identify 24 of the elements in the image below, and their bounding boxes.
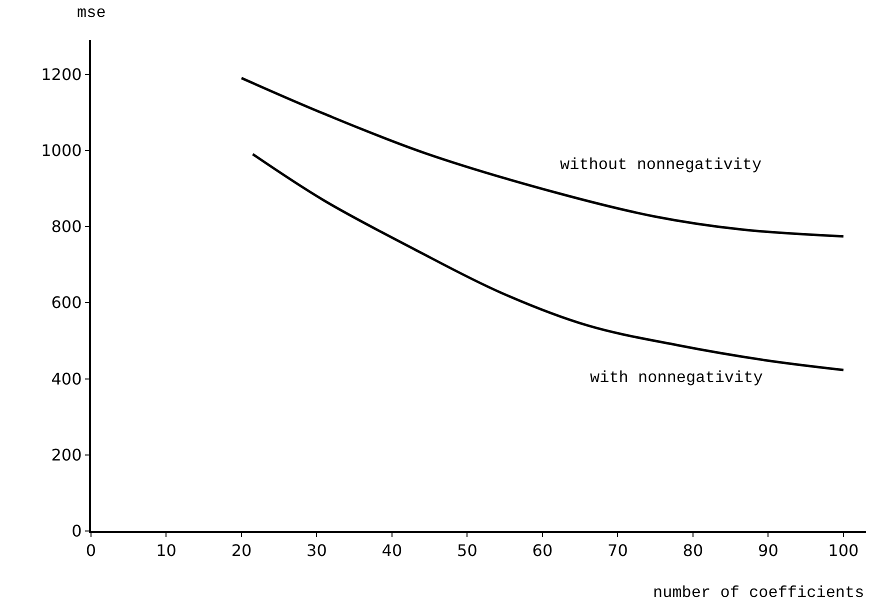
x-tick-label: 30 <box>306 541 327 560</box>
y-tick-label: 400 <box>51 369 82 388</box>
x-tick-label: 60 <box>532 541 553 560</box>
series-label: without nonnegativity <box>560 156 762 174</box>
line-series <box>252 152 845 372</box>
y-tick-label: 600 <box>51 293 82 312</box>
y-tick-label: 800 <box>51 217 82 236</box>
x-tick-label: 0 <box>86 541 96 560</box>
x-tick-label: 70 <box>608 541 628 560</box>
line-series <box>240 76 845 238</box>
y-tick-label: 1200 <box>41 64 82 84</box>
y-tick-label: 200 <box>51 445 82 464</box>
x-tick-label: 90 <box>758 541 778 560</box>
x-axis-title: number of coefficients <box>653 584 864 602</box>
y-tick-label: 1000 <box>41 140 82 160</box>
y-tick-label: 0 <box>72 522 82 541</box>
x-tick-label: 50 <box>457 541 478 560</box>
x-tick-label: 80 <box>682 541 704 560</box>
series-label: with nonnegativity <box>590 369 764 387</box>
x-tick-label: 40 <box>382 541 402 560</box>
x-tick-label: 100 <box>828 541 859 560</box>
y-axis-title: mse <box>77 4 106 22</box>
x-tick-label: 20 <box>231 541 252 560</box>
x-tick-label: 10 <box>156 541 176 560</box>
